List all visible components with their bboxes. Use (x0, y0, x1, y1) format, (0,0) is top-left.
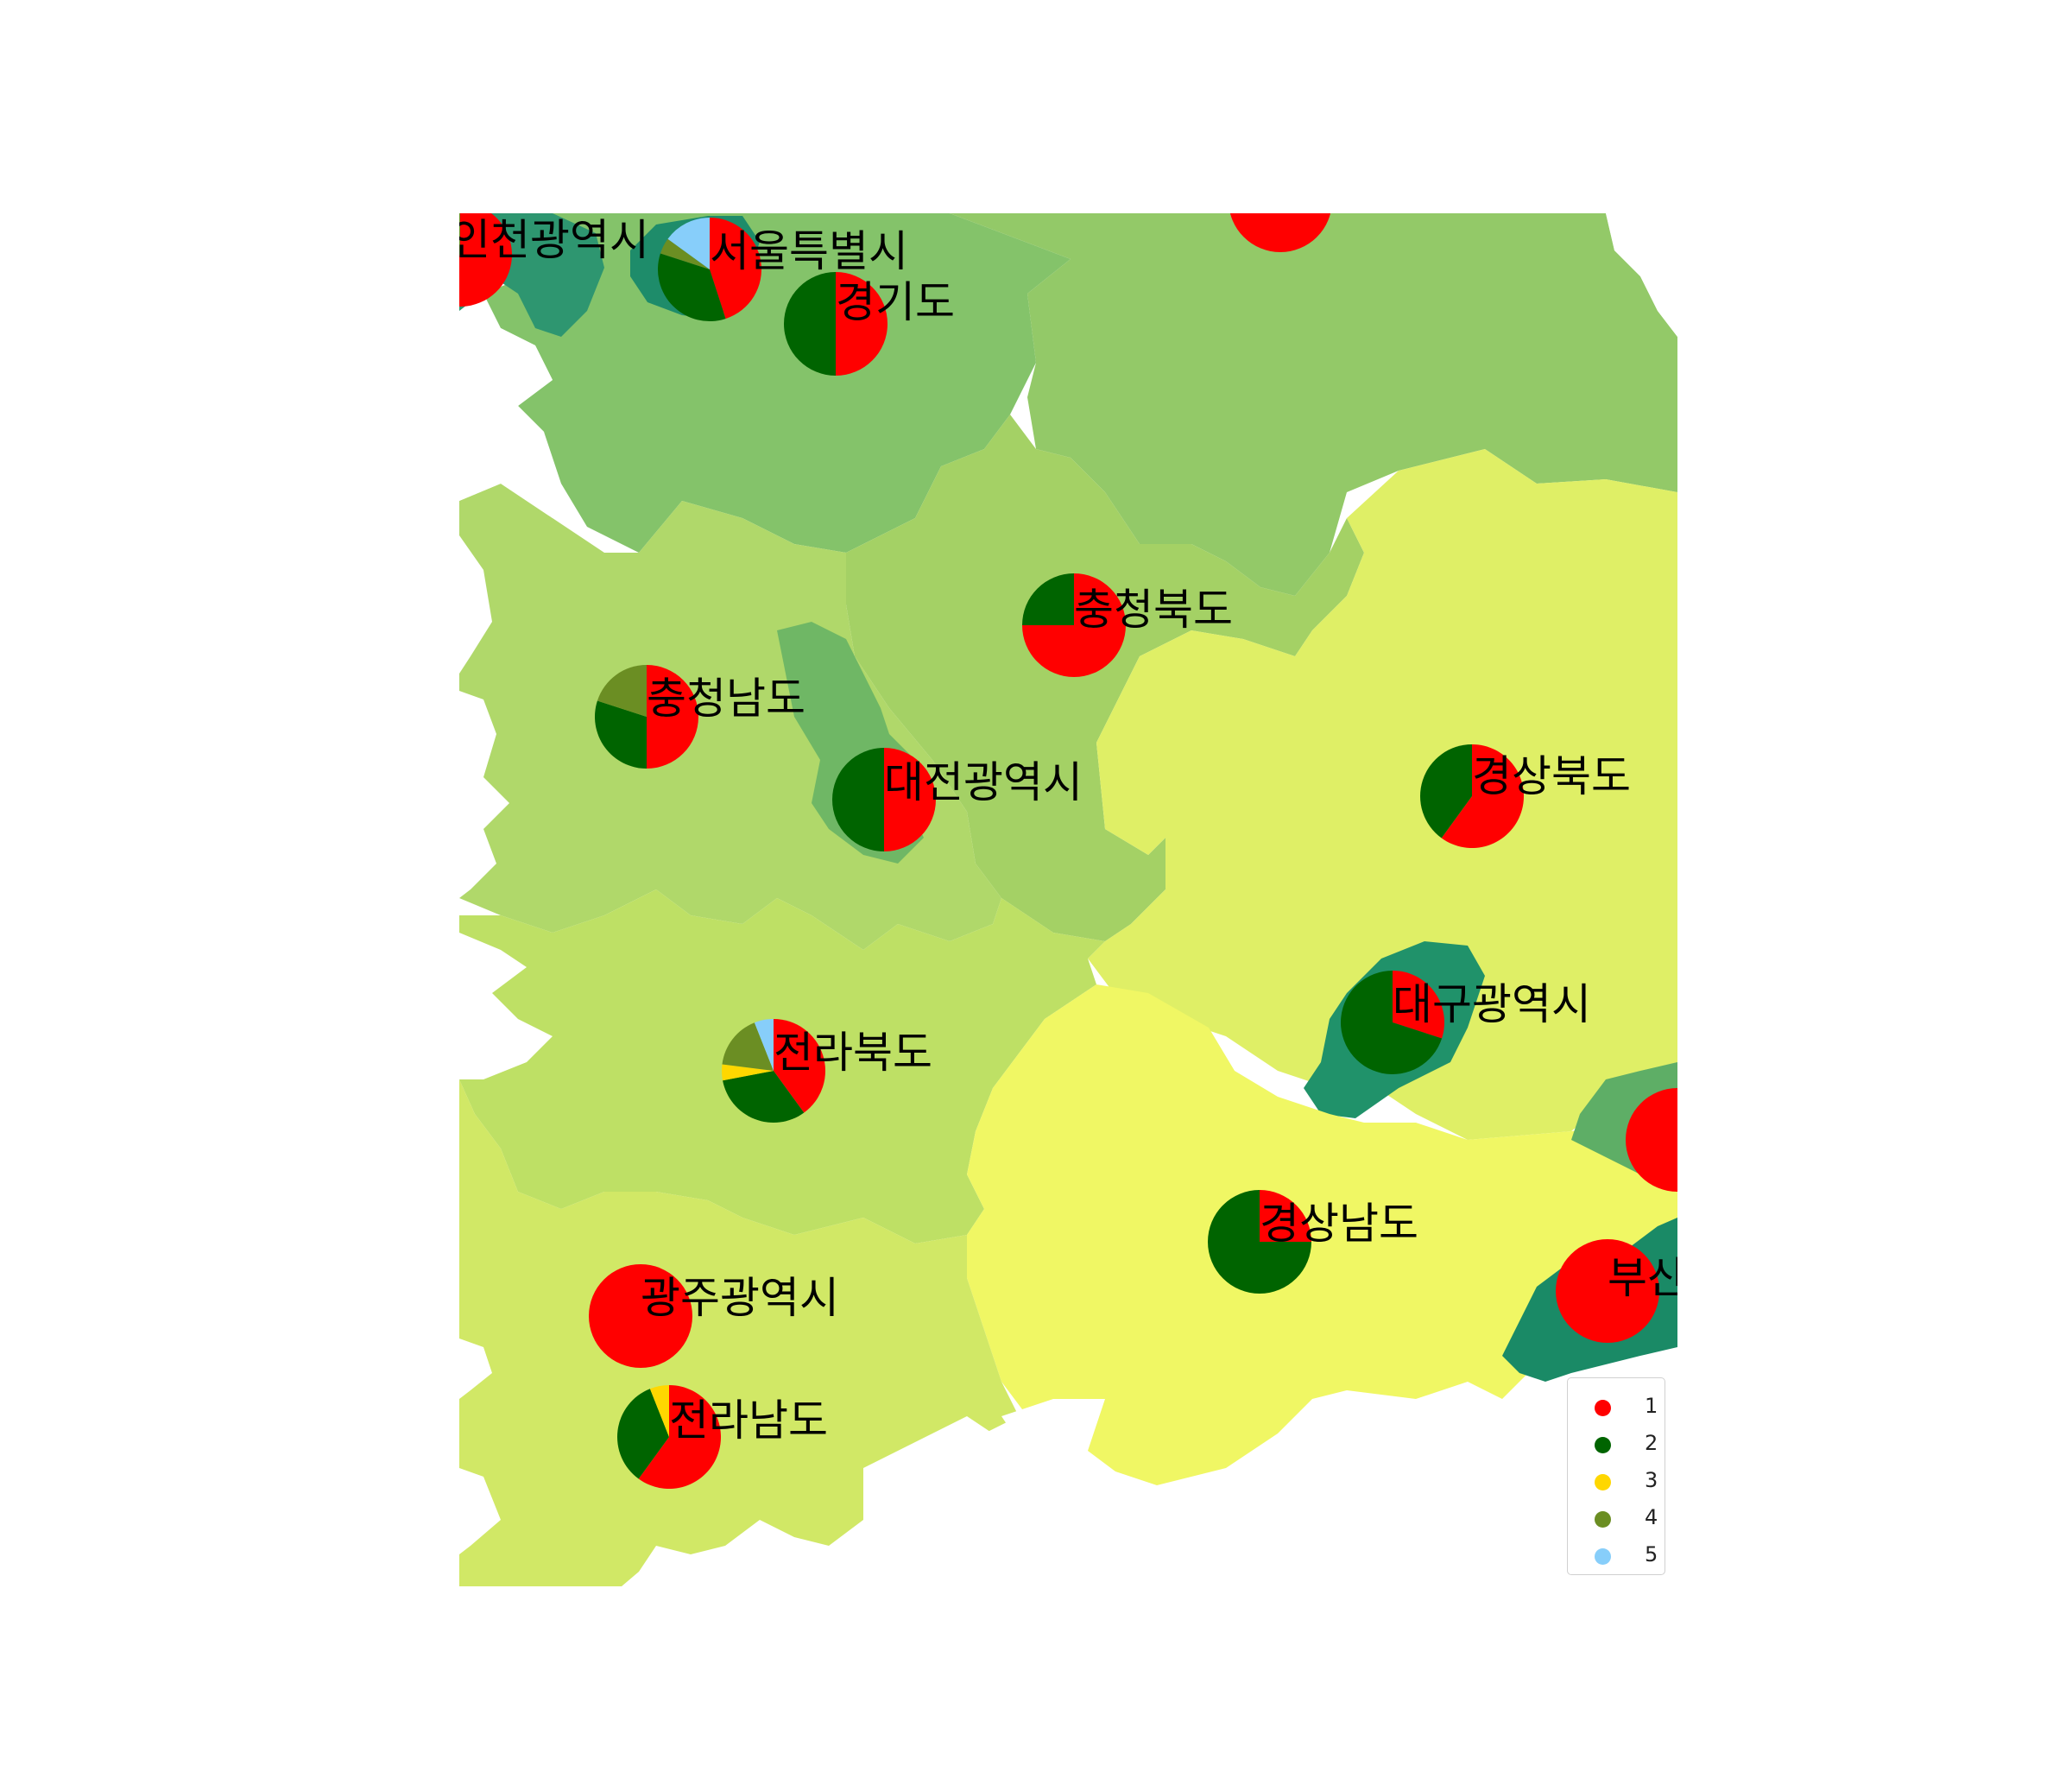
region-chungbuk[interactable] (846, 415, 1364, 941)
pie-busan (1556, 1239, 1659, 1343)
region-gyeongnam[interactable] (967, 984, 1677, 1485)
map-area: 인천광역시 서울특별시 경기도 충청북도 충청남도 대전광역시 경상북도 대구광… (451, 149, 1806, 1586)
pie-slice-daegu-2 (1341, 971, 1443, 1074)
legend-dot-3 (1595, 1474, 1611, 1490)
label-daejeon: 대전광역시 (884, 757, 1083, 807)
pie-gyeonggi (784, 272, 888, 376)
pie-slice-chungnam-2 (594, 700, 647, 769)
pie-slice-jeonbuk-5 (754, 1019, 774, 1071)
label-incheon: 인천광역시 (451, 215, 649, 265)
legend-item-4: 4 (1568, 1502, 1665, 1536)
legend: 1 2 3 4 5 (1567, 1377, 1665, 1575)
label-layer: 인천광역시 서울특별시 경기도 충청북도 충청남도 대전광역시 경상북도 대구광… (451, 215, 1806, 1446)
pie-slice-jeonnam-3 (649, 1385, 669, 1437)
legend-item-1: 1 (1568, 1390, 1665, 1425)
pie-slice-gwangju-1 (589, 1264, 692, 1368)
legend-label-3: 3 (1645, 1468, 1658, 1492)
legend-label-5: 5 (1645, 1542, 1658, 1566)
pie-slice-jeonbuk-1 (774, 1019, 825, 1113)
legend-dot-2 (1595, 1437, 1611, 1453)
pie-chungnam (594, 665, 698, 769)
pie-slice-chungbuk-2 (1022, 573, 1074, 625)
pie-slice-daegu-1 (1393, 971, 1444, 1039)
legend-dot-1 (1595, 1400, 1611, 1416)
region-jeonnam[interactable] (459, 1079, 1019, 1586)
legend-item-2: 2 (1568, 1427, 1665, 1462)
legend-label-1: 1 (1645, 1394, 1658, 1418)
legend-item-3: 3 (1568, 1465, 1665, 1499)
pie-slice-incheon-4 (459, 213, 460, 256)
pie-gyeongnam (1208, 1190, 1311, 1294)
pie-slice-seoul-1 (710, 218, 762, 320)
label-seoul: 서울특별시 (710, 226, 908, 276)
pie-slice-jeonbuk-4 (722, 1022, 774, 1071)
label-gyeongnam: 경상남도 (1260, 1199, 1418, 1249)
legend-label-2: 2 (1645, 1431, 1658, 1455)
pie-slice-gyeongbuk-2 (1420, 744, 1472, 839)
label-daegu: 대구광역시 (1393, 979, 1591, 1029)
legend-dot-5 (1595, 1548, 1611, 1565)
legend-label-4: 4 (1645, 1505, 1658, 1529)
region-gyeonggi[interactable] (483, 213, 1071, 553)
pie-slice-jeonnam-1 (638, 1385, 722, 1489)
label-chungbuk: 충청북도 (1074, 585, 1233, 635)
pie-slice-chungnam-4 (597, 665, 647, 717)
pie-layer (459, 149, 1677, 1489)
pie-slice-gyeonggi-1 (836, 272, 888, 376)
pie-slice-daejeon-1 (884, 748, 936, 851)
pie-slice-gyeongnam-1 (1260, 1190, 1311, 1242)
region-gangwon[interactable] (950, 213, 1677, 596)
pie-ulsan (1626, 1088, 1677, 1192)
pie-gwangju (589, 1264, 692, 1368)
pie-seoul (658, 218, 762, 321)
label-gwangju: 광주광역시 (641, 1273, 839, 1323)
pie-jeonbuk (722, 1019, 825, 1123)
region-gyeongbuk[interactable] (1088, 449, 1677, 1140)
pie-slice-seoul-4 (660, 238, 710, 269)
pie-gangwon (1229, 149, 1331, 252)
pie-daegu (1341, 971, 1444, 1074)
pie-slice-seoul-5 (667, 218, 710, 269)
pie-chungbuk (1022, 573, 1126, 677)
pie-slice-gyeongnam-2 (1208, 1190, 1311, 1294)
pie-slice-chungnam-1 (647, 665, 698, 769)
pie-slice-seoul-2 (658, 253, 726, 321)
legend-dot-4 (1595, 1511, 1611, 1528)
pie-gyeongbuk (1420, 744, 1525, 849)
pie-slice-busan-1 (1556, 1239, 1659, 1343)
pie-jeonnam (617, 1385, 722, 1489)
pie-slice-gyeonggi-2 (784, 272, 836, 376)
pie-slice-ulsan-1 (1626, 1088, 1677, 1192)
label-chungnam: 충청남도 (647, 674, 805, 724)
label-jeonbuk: 전라북도 (774, 1028, 932, 1078)
pie-slice-jeonbuk-2 (723, 1071, 805, 1123)
label-busan: 부산광역시 (1608, 1253, 1806, 1303)
label-gyeonggi: 경기도 (836, 277, 955, 327)
pie-incheon (459, 213, 512, 307)
pie-slice-incheon-1 (459, 213, 512, 307)
legend-item-5: 5 (1568, 1539, 1665, 1573)
pie-daejeon (832, 748, 936, 851)
pie-slice-gangwon-1 (1229, 213, 1331, 252)
label-gyeongbuk: 경상북도 (1472, 751, 1631, 801)
pie-slice-jeonbuk-3 (722, 1064, 774, 1081)
pie-slice-gangwon-5 (1229, 149, 1280, 200)
pie-slice-daejeon-2 (832, 748, 884, 851)
pie-slice-gyeongbuk-1 (1441, 744, 1525, 849)
pie-slice-jeonnam-2 (617, 1389, 669, 1479)
label-jeonnam: 전라남도 (669, 1395, 828, 1446)
